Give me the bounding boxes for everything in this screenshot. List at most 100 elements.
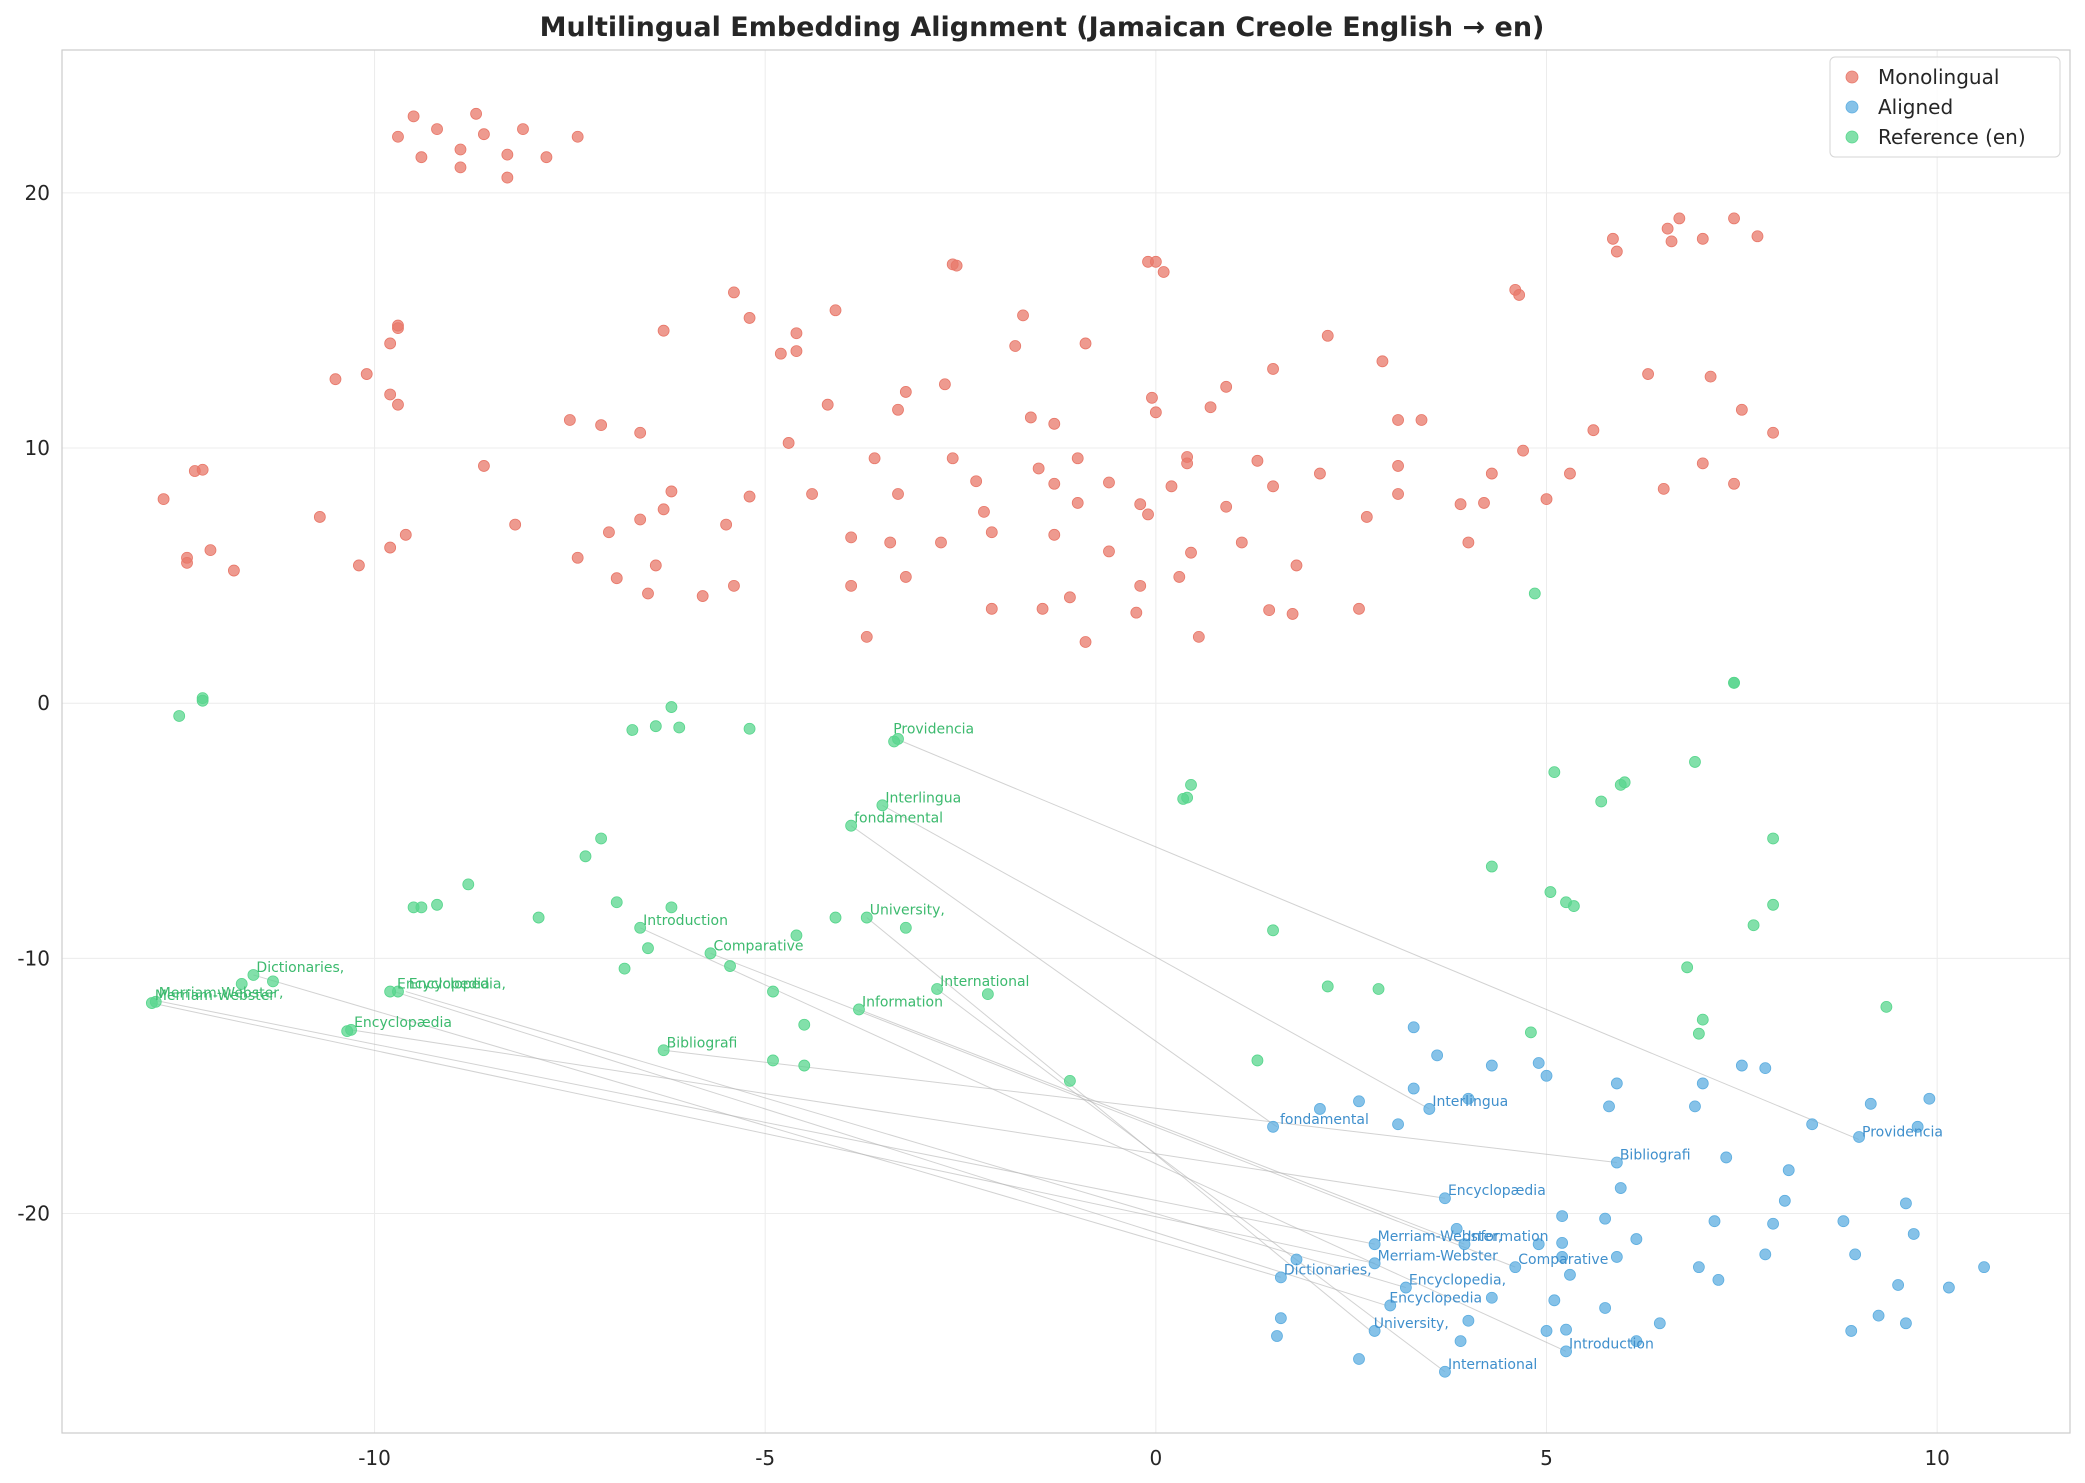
reference-en-point (462, 878, 475, 891)
aligned-point (1978, 1261, 1990, 1274)
reference-en-point (853, 1003, 865, 1016)
monolingual-point (1251, 454, 1264, 467)
alignment-connector (639, 927, 1567, 1352)
monolingual-point (1048, 528, 1061, 541)
aligned-point (1454, 1335, 1467, 1348)
alignment-connector (866, 917, 1372, 1332)
aligned-point (1274, 1271, 1287, 1284)
reference-en-point (1177, 793, 1190, 805)
monolingual-point (454, 143, 467, 156)
monolingual-point (1134, 498, 1147, 511)
aligned-point (1462, 1092, 1475, 1105)
reference-en-point (1696, 1013, 1709, 1026)
monolingual-point (938, 378, 951, 391)
aligned-point (1853, 1131, 1865, 1143)
monolingual-point (743, 312, 756, 324)
y-tick-label: 20 (25, 181, 50, 205)
reference-en-point (704, 947, 717, 960)
reference-en-point (173, 710, 186, 722)
monolingual-point (1290, 559, 1303, 572)
reference-en-point (1524, 1026, 1537, 1039)
chart-title: Multilingual Embedding Alignment (Jamaic… (540, 12, 1545, 43)
monolingual-point (1564, 467, 1576, 480)
aligned-point (1399, 1281, 1412, 1294)
monolingual-point (407, 110, 420, 123)
aligned-word-label: Introduction (1569, 1336, 1654, 1352)
aligned-point (1532, 1057, 1545, 1069)
x-tick-label: 10 (1924, 1446, 1949, 1470)
aligned-point (1540, 1069, 1553, 1082)
y-tick-label: -20 (17, 1202, 50, 1226)
aligned-point (1509, 1261, 1522, 1274)
aligned-point (1614, 1182, 1627, 1194)
monolingual-point (1696, 232, 1709, 245)
monolingual-point (571, 130, 584, 143)
reference-en-point (1064, 1074, 1076, 1087)
reference-en-point (392, 985, 404, 998)
aligned-point (1864, 1097, 1877, 1110)
aligned-point (1560, 1323, 1572, 1336)
monolingual-point (1103, 545, 1115, 558)
legend-marker (1845, 70, 1859, 84)
aligned-point (1778, 1194, 1791, 1207)
reference-en-point (860, 911, 873, 924)
aligned-point (1560, 1345, 1572, 1358)
aligned-point (1942, 1281, 1955, 1294)
x-tick-label: -5 (755, 1446, 775, 1470)
monolingual-point (649, 559, 662, 572)
monolingual-point (899, 386, 912, 398)
monolingual-point (1704, 370, 1717, 383)
aligned-point (1407, 1021, 1420, 1034)
monolingual-point (1665, 235, 1678, 248)
aligned-point (1485, 1291, 1498, 1304)
reference-en-point (235, 978, 248, 990)
monolingual-point (1513, 289, 1526, 301)
legend-label: Reference (en) (1878, 125, 2026, 149)
reference-word-label: fondamental (854, 811, 943, 827)
monolingual-point (1036, 602, 1049, 615)
monolingual-point (1517, 444, 1529, 457)
monolingual-point (1360, 511, 1373, 523)
monolingual-point (1696, 457, 1709, 470)
monolingual-point (1134, 579, 1147, 592)
reference-en-point (798, 1018, 811, 1031)
aligned-point (1439, 1365, 1451, 1378)
aligned-point (1353, 1353, 1365, 1365)
monolingual-point (603, 526, 615, 539)
monolingual-point (384, 541, 397, 554)
monolingual-point (790, 327, 803, 340)
aligned-point (1911, 1120, 1924, 1133)
monolingual-point (892, 488, 904, 500)
alignment-connector (155, 1000, 1375, 1245)
legend-label: Monolingual (1878, 65, 1999, 89)
alignment-connector (405, 991, 1407, 1289)
aligned-word-label: University, (1374, 1316, 1449, 1332)
reference-en-point (1681, 961, 1694, 974)
reference-en-point (888, 735, 901, 748)
reference-en-point (1567, 900, 1580, 912)
monolingual-point (1181, 457, 1194, 470)
reference-en-point (1267, 924, 1279, 937)
monolingual-point (1478, 497, 1490, 509)
monolingual-point (1220, 500, 1233, 513)
aligned-point (1735, 1059, 1748, 1072)
alignment-connector (890, 735, 1860, 1141)
monolingual-point (1314, 467, 1326, 480)
aligned-point (1692, 1261, 1705, 1274)
reference-en-point (1595, 795, 1608, 808)
monolingual-point (509, 518, 522, 531)
reference-en-point (1372, 983, 1385, 995)
reference-en-point (532, 911, 545, 924)
monolingual-point (845, 579, 858, 592)
aligned-word-label: Merriam-Webster, (1378, 1229, 1503, 1245)
aligned-point (1923, 1092, 1936, 1105)
aligned-point (1314, 1103, 1326, 1115)
monolingual-point (1353, 602, 1365, 615)
monolingual-point (360, 368, 373, 380)
aligned-word-label: Dictionaries, (1284, 1262, 1372, 1278)
reference-en-point (579, 850, 592, 863)
reference-en-point (196, 694, 209, 707)
legend: Monolingual Aligned Reference (en) (1829, 56, 2061, 158)
reference-en-point (798, 1059, 811, 1072)
